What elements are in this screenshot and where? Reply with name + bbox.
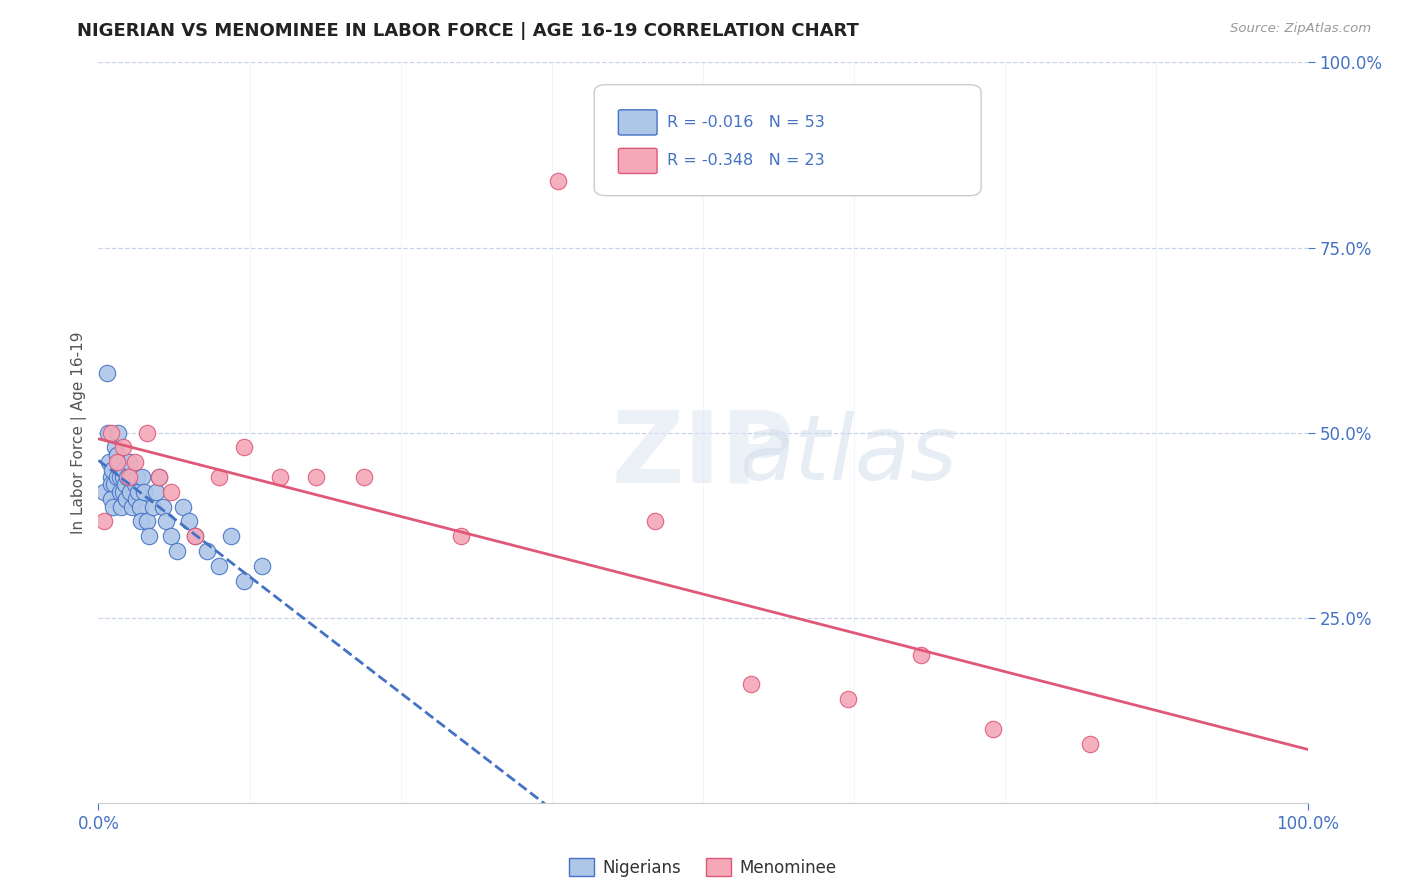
- Point: [547, 174, 569, 188]
- Point: [107, 425, 129, 440]
- Point: [93, 484, 115, 499]
- Point: [208, 470, 231, 484]
- Point: [250, 558, 273, 573]
- Y-axis label: In Labor Force | Age 16-19: In Labor Force | Age 16-19: [72, 331, 87, 534]
- Point: [124, 477, 146, 491]
- Point: [148, 470, 170, 484]
- Point: [100, 470, 122, 484]
- Point: [131, 470, 153, 484]
- Point: [100, 477, 122, 491]
- Point: [118, 470, 141, 484]
- Point: [184, 529, 207, 543]
- Point: [142, 500, 165, 514]
- Point: [93, 515, 115, 529]
- Point: [105, 470, 128, 484]
- Point: [108, 484, 131, 499]
- Point: [1078, 737, 1101, 751]
- Point: [152, 500, 174, 514]
- Point: [166, 544, 188, 558]
- FancyBboxPatch shape: [595, 85, 981, 195]
- Point: [97, 425, 120, 440]
- Point: [117, 470, 139, 484]
- Point: [115, 492, 138, 507]
- Point: [221, 529, 243, 543]
- Point: [135, 425, 157, 440]
- Point: [101, 500, 124, 514]
- Point: [127, 484, 149, 499]
- Point: [105, 448, 128, 462]
- Point: [155, 515, 177, 529]
- Legend: Nigerians, Menominee: Nigerians, Menominee: [562, 852, 844, 883]
- Point: [118, 455, 141, 469]
- Point: [108, 470, 131, 484]
- Point: [125, 492, 148, 507]
- Point: [114, 477, 136, 491]
- Point: [353, 470, 375, 484]
- FancyBboxPatch shape: [619, 110, 657, 135]
- Text: ZIP: ZIP: [612, 407, 794, 503]
- Point: [305, 470, 328, 484]
- Point: [135, 515, 157, 529]
- Point: [96, 367, 118, 381]
- Point: [120, 470, 142, 484]
- Point: [232, 441, 254, 455]
- Point: [111, 441, 134, 455]
- Point: [111, 470, 134, 484]
- Point: [195, 544, 218, 558]
- Point: [98, 455, 121, 469]
- Point: [105, 455, 128, 469]
- Point: [269, 470, 291, 484]
- Point: [644, 515, 666, 529]
- Text: R = -0.016   N = 53: R = -0.016 N = 53: [666, 115, 824, 130]
- Point: [127, 470, 149, 484]
- Point: [232, 574, 254, 588]
- Point: [145, 484, 167, 499]
- Point: [740, 677, 762, 691]
- Point: [160, 484, 183, 499]
- Point: [121, 500, 143, 514]
- Point: [910, 648, 932, 662]
- Text: Source: ZipAtlas.com: Source: ZipAtlas.com: [1230, 22, 1371, 36]
- Point: [100, 462, 122, 476]
- Point: [108, 455, 131, 469]
- Text: atlas: atlas: [740, 411, 957, 499]
- Point: [160, 529, 183, 543]
- Point: [112, 462, 135, 476]
- Point: [134, 484, 156, 499]
- Text: NIGERIAN VS MENOMINEE IN LABOR FORCE | AGE 16-19 CORRELATION CHART: NIGERIAN VS MENOMINEE IN LABOR FORCE | A…: [77, 22, 859, 40]
- Point: [172, 500, 194, 514]
- Point: [111, 484, 134, 499]
- Point: [100, 492, 122, 507]
- Point: [128, 500, 150, 514]
- Point: [110, 500, 132, 514]
- Point: [184, 529, 207, 543]
- Point: [179, 515, 201, 529]
- Point: [837, 692, 859, 706]
- Point: [208, 558, 231, 573]
- Point: [124, 455, 146, 469]
- Point: [129, 515, 152, 529]
- Text: R = -0.348   N = 23: R = -0.348 N = 23: [666, 153, 824, 169]
- FancyBboxPatch shape: [619, 148, 657, 173]
- Point: [981, 722, 1004, 736]
- Point: [103, 477, 125, 491]
- Point: [104, 441, 127, 455]
- Point: [138, 529, 160, 543]
- Point: [148, 470, 170, 484]
- Point: [118, 484, 141, 499]
- Point: [450, 529, 472, 543]
- Point: [100, 425, 122, 440]
